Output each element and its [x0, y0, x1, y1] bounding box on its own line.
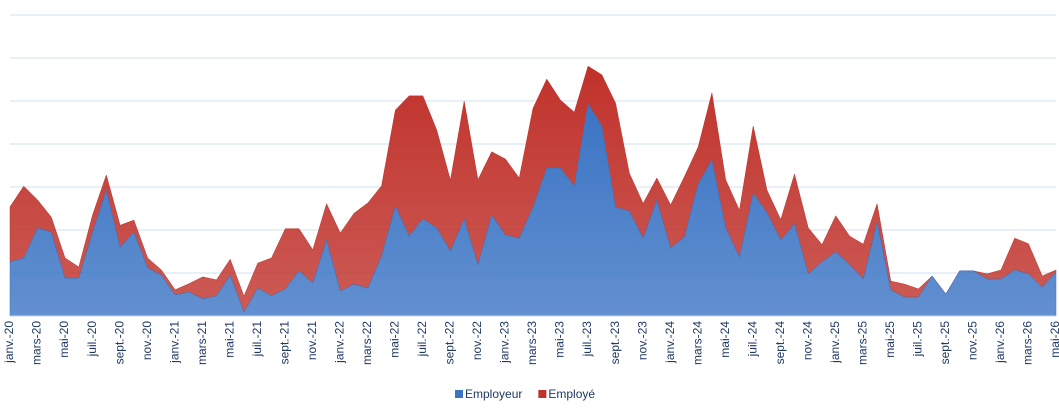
- x-tick-label: janv.-26: [993, 321, 1007, 364]
- x-tick-label: mai-24: [718, 321, 732, 358]
- x-tick-label: janv.-21: [167, 321, 181, 364]
- x-tick-label: mai-23: [553, 321, 567, 358]
- x-tick-label: juil.-21: [250, 321, 264, 358]
- legend-swatch: [538, 390, 547, 398]
- x-tick-label: mars-26: [1021, 321, 1035, 365]
- x-tick-label: mars-20: [30, 321, 44, 365]
- x-tick-label: mai-20: [57, 321, 71, 358]
- x-tick-label: nov.-20: [140, 321, 154, 360]
- x-tick-label: mars-22: [360, 321, 374, 365]
- x-tick-label: nov.-25: [966, 321, 980, 360]
- x-tick-label: janv.-22: [332, 321, 346, 364]
- x-tick-label: juil.-23: [580, 321, 594, 358]
- x-tick-label: sept.-24: [773, 321, 787, 365]
- x-tick-label: nov.-24: [800, 321, 814, 360]
- x-tick-label: mai-21: [222, 321, 236, 358]
- x-tick-label: juil.-20: [85, 321, 99, 358]
- x-tick-label: nov.-23: [635, 321, 649, 360]
- x-tick-label: mars-23: [525, 321, 539, 365]
- x-tick-label: mars-25: [855, 321, 869, 365]
- x-tick-label: mars-21: [195, 321, 209, 365]
- x-tick-label: mars-24: [690, 321, 704, 365]
- x-tick-label: mai-22: [388, 321, 402, 358]
- x-tick-label: nov.-22: [470, 321, 484, 360]
- x-tick-label: juil.-22: [415, 321, 429, 358]
- x-tick-label: juil.-24: [745, 321, 759, 358]
- legend-label: Employeur: [465, 387, 522, 401]
- x-tick-label: sept.-23: [608, 321, 622, 365]
- x-tick-label: janv.-24: [663, 321, 677, 364]
- legend-swatch: [455, 390, 463, 398]
- x-tick-label: janv.-23: [498, 321, 512, 364]
- x-tick-label: janv.-25: [828, 321, 842, 364]
- x-tick-label: janv.-20: [2, 321, 16, 364]
- x-tick-label: nov.-21: [305, 321, 319, 360]
- x-tick-label: mai-26: [1048, 321, 1059, 358]
- x-tick-label: juil.-25: [911, 321, 925, 358]
- x-tick-label: sept.-22: [443, 321, 457, 365]
- x-tick-label: mai-25: [883, 321, 897, 358]
- x-tick-label: sept.-20: [112, 321, 126, 365]
- legend-label: Employé: [548, 387, 595, 401]
- x-tick-label: sept.-21: [277, 321, 291, 365]
- x-tick-label: sept.-25: [938, 321, 952, 365]
